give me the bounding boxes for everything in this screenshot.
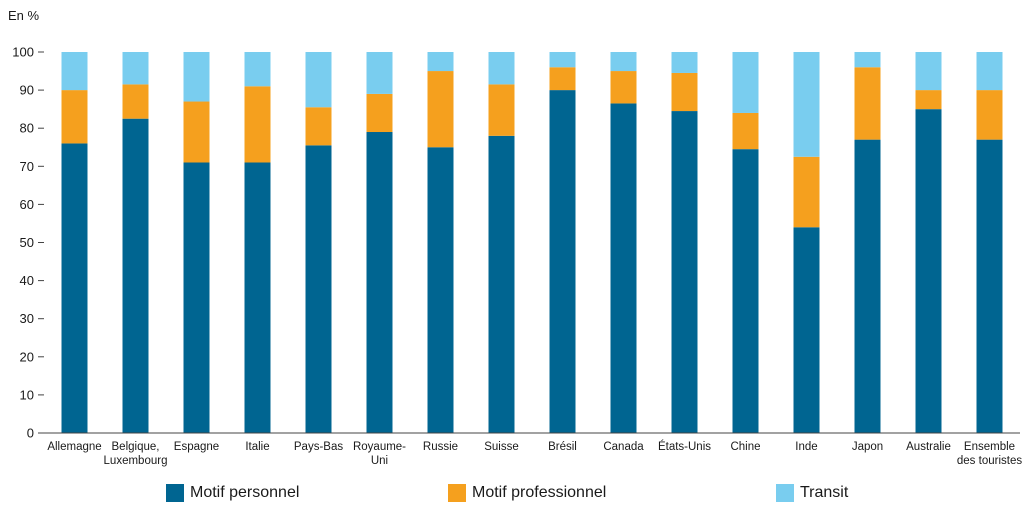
bar-segment-professionnel [61,90,88,144]
bar-segment-transit [610,52,637,72]
legend-item-transit: Transit [776,484,848,502]
x-tick-label: Luxembourg [104,455,168,467]
x-tick-label: Japon [852,441,883,453]
x-tick-label: Canada [603,441,644,453]
bars-group [61,52,1003,434]
bar-segment-transit [854,52,881,68]
bar-segment-professionnel [793,156,820,228]
y-tick-label: 40 [20,273,34,288]
bar-segment-professionnel [122,84,149,119]
y-tick-label: 10 [20,387,34,402]
bar-segment-personnel [671,111,698,434]
x-tick-label: Allemagne [47,441,101,453]
bar-segment-personnel [244,162,271,434]
bar-segment-transit [244,52,271,87]
x-tick-label: Royaume- [353,441,406,453]
bar-segment-professionnel [976,90,1003,140]
y-tick-label: 0 [27,426,34,441]
bar-segment-professionnel [549,67,576,91]
x-tick-label: Italie [245,441,269,453]
bar-segment-transit [122,52,149,85]
bar-segment-personnel [488,135,515,433]
bar-segment-personnel [610,103,637,433]
legend: Motif personnel Motif professionnel Tran… [0,484,1036,508]
bar-segment-personnel [732,149,759,433]
bar-segment-professionnel [183,101,210,163]
bar-segment-transit [488,52,515,85]
bar-segment-professionnel [427,71,454,148]
bar-segment-professionnel [854,67,881,140]
bar-segment-professionnel [610,71,637,104]
legend-swatch [166,484,184,502]
bar-segment-personnel [793,227,820,433]
x-tick-label: Australie [906,441,951,453]
bar-segment-personnel [427,147,454,433]
bar-segment-transit [671,52,698,73]
legend-item-professionnel: Motif professionnel [448,484,606,502]
bar-segment-transit [915,52,942,91]
legend-swatch [776,484,794,502]
y-tick-label: 80 [20,121,34,136]
x-tick-label: Inde [795,441,817,453]
x-axis: Allemagne Belgique, Luxembourg Espagne Itali… [47,440,1022,467]
x-tick-label: Chine [730,441,760,453]
bar-segment-transit [976,52,1003,91]
bar-segment-professionnel [244,86,271,163]
x-tick-label: Russie [423,441,458,453]
y-tick-label: 90 [20,83,34,98]
bar-segment-transit [183,52,210,102]
bar-segment-transit [549,52,576,68]
x-tick-label: Suisse [484,441,519,453]
y-tick-label: 50 [20,235,34,250]
bar-segment-personnel [915,109,942,434]
bar-segment-personnel [305,145,332,433]
legend-item-personnel: Motif personnel [166,484,299,502]
bar-segment-professionnel [305,107,332,146]
x-tick-label: des touristes [957,455,1022,467]
bar-segment-professionnel [488,84,515,136]
bar-segment-personnel [61,143,88,433]
bar-segment-personnel [366,132,393,433]
x-tick-label: États-Unis [658,440,711,453]
x-tick-label: Brésil [548,441,577,453]
bar-segment-transit [366,52,393,94]
bar-segment-transit [61,52,88,91]
y-tick-label: 60 [20,197,34,212]
x-tick-label: Pays-Bas [294,441,343,453]
bar-segment-transit [427,52,454,72]
y-tick-label: 100 [12,45,34,60]
legend-label: Transit [800,484,849,501]
bar-segment-personnel [549,90,576,433]
bar-segment-transit [793,52,820,157]
bar-segment-personnel [854,139,881,433]
legend-swatch [448,484,466,502]
bar-segment-professionnel [732,112,759,150]
y-tick-label: 20 [20,349,34,364]
bar-segment-professionnel [915,90,942,110]
x-tick-label: Espagne [174,441,219,453]
bar-segment-professionnel [366,93,393,133]
bar-segment-personnel [183,162,210,434]
y-tick-label: 70 [20,159,34,174]
y-axis-unit-label: En % [8,8,40,23]
stacked-bar-chart: En % 0 10 20 30 40 50 60 70 80 90 100 Allemagne Bel… [8,8,1022,467]
x-tick-label: Belgique, [112,441,160,453]
y-axis: 0 10 20 30 40 50 60 70 80 90 100 [12,45,44,441]
bar-segment-transit [732,52,759,113]
bar-segment-personnel [976,139,1003,433]
x-tick-label: Uni [371,455,388,467]
x-tick-label: Ensemble [964,441,1015,453]
legend-label: Motif personnel [190,484,300,501]
bar-segment-personnel [122,118,149,434]
legend-label: Motif professionnel [472,484,607,501]
bar-segment-professionnel [671,72,698,112]
y-tick-label: 30 [20,311,34,326]
bar-segment-transit [305,52,332,108]
